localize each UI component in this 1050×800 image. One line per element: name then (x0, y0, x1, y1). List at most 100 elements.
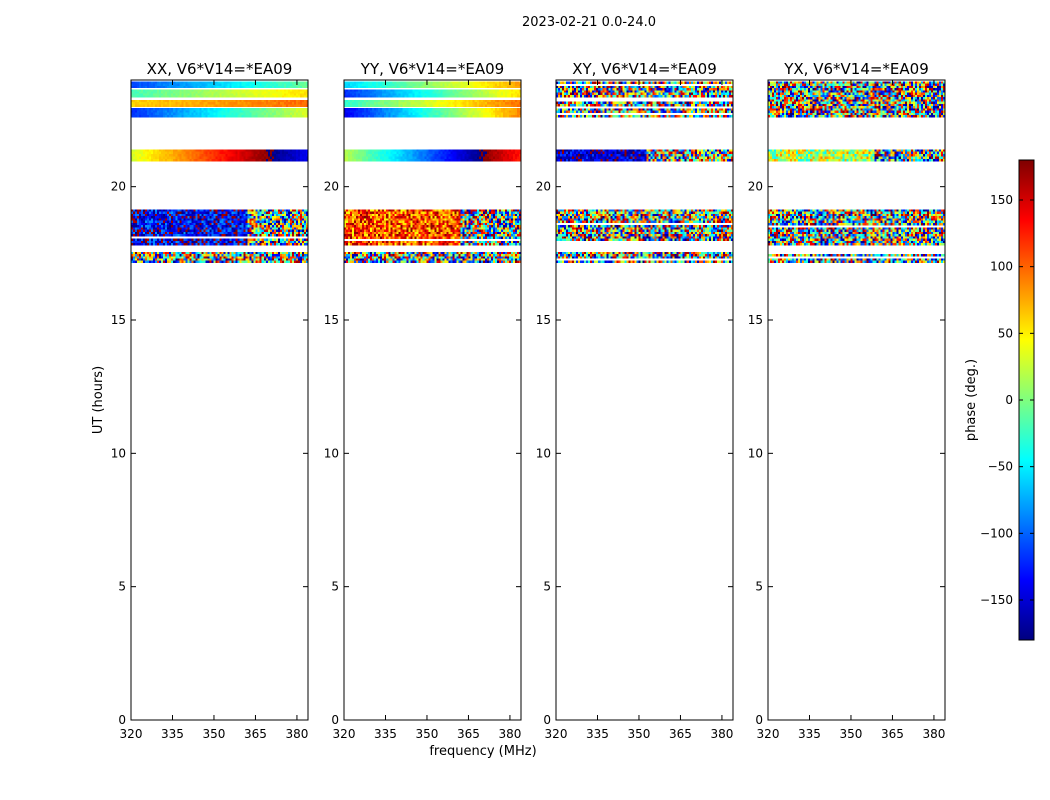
heatmap-cell (287, 95, 291, 98)
heatmap-cell (406, 209, 409, 212)
heatmap-cell (506, 211, 510, 215)
heatmap-cell (183, 216, 186, 219)
heatmap-cell (484, 260, 488, 263)
heatmap-cell (141, 254, 144, 257)
heatmap-cell (356, 222, 359, 226)
heatmap-cell (207, 240, 210, 244)
heatmap-cell (227, 100, 230, 103)
heatmap-cell (155, 151, 158, 155)
heatmap-cell (243, 108, 246, 111)
heatmap-cell (203, 95, 206, 98)
heatmap-cell (466, 220, 469, 224)
heatmap-cell (287, 222, 291, 226)
heatmap-cell (275, 85, 279, 89)
heatmap-cell (275, 115, 279, 118)
heatmap-cell (275, 104, 279, 107)
heatmap-cell (251, 211, 254, 215)
heatmap-cell (151, 115, 154, 118)
heatmap-cell (215, 102, 218, 105)
heatmap-cell (147, 112, 150, 116)
heatmap-cell (143, 238, 146, 242)
heatmap-cell (181, 115, 184, 118)
heatmap-cell (223, 151, 226, 155)
heatmap-cell (151, 108, 154, 111)
heatmap-cell (163, 89, 166, 92)
heatmap-cell (247, 254, 250, 257)
heatmap-cell (203, 220, 206, 224)
heatmap-cell (400, 254, 403, 257)
heatmap-cell (231, 220, 234, 224)
heatmap-cell (285, 240, 289, 244)
heatmap-cell (257, 258, 261, 261)
heatmap-cell (225, 108, 228, 111)
heatmap-cell (243, 252, 246, 255)
heatmap-cell (424, 209, 427, 212)
heatmap-cell (297, 110, 301, 113)
heatmap-cell (366, 209, 369, 212)
heatmap-cell (167, 83, 170, 86)
heatmap-cell (516, 252, 520, 255)
heatmap-cell (263, 151, 267, 155)
heatmap-cell (225, 252, 228, 255)
heatmap-cell (468, 225, 472, 228)
heatmap-cell (514, 256, 518, 259)
heatmap-cell (239, 227, 242, 230)
heatmap-cell (269, 154, 273, 157)
heatmap-cell (275, 81, 279, 84)
heatmap-cell (271, 252, 275, 255)
heatmap-cell (277, 222, 281, 226)
heatmap-cell (175, 83, 178, 86)
heatmap-cell (187, 115, 190, 118)
heatmap-cell (197, 112, 200, 116)
heatmap-cell (159, 91, 162, 94)
heatmap-cell (229, 222, 232, 226)
heatmap-cell (147, 91, 150, 94)
heatmap-cell (402, 260, 405, 263)
heatmap-cell (281, 213, 285, 217)
heatmap-cell (239, 154, 242, 157)
heatmap-cell (287, 110, 291, 113)
heatmap-cell (191, 83, 194, 86)
heatmap-cell (175, 102, 178, 105)
heatmap-cell (231, 243, 234, 246)
heatmap-cell (137, 83, 140, 86)
heatmap-cell (177, 83, 180, 86)
heatmap-cell (231, 225, 234, 228)
heatmap-cell (181, 225, 184, 228)
heatmap-cell (303, 93, 307, 96)
heatmap-cell (163, 256, 166, 259)
heatmap-cell (410, 218, 413, 221)
heatmap-cell (478, 234, 482, 237)
heatmap-cell (285, 231, 289, 235)
heatmap-cell (275, 225, 279, 228)
heatmap-cell (283, 81, 287, 84)
heatmap-cell (456, 222, 459, 226)
heatmap-cell (155, 156, 158, 160)
heatmap-cell (131, 238, 134, 242)
heatmap-cell (233, 220, 236, 224)
heatmap-cell (271, 83, 275, 86)
heatmap-cell (237, 115, 240, 118)
heatmap-cell (187, 218, 190, 221)
heatmap-cell (287, 240, 291, 244)
heatmap-cell (223, 115, 226, 118)
heatmap-cell (137, 231, 140, 235)
heatmap-cell (269, 108, 273, 111)
heatmap-cell (356, 229, 359, 233)
heatmap-cell (299, 222, 303, 226)
heatmap-cell (376, 229, 379, 233)
heatmap-cell (293, 225, 297, 228)
heatmap-cell (488, 256, 492, 259)
heatmap-cell (452, 225, 455, 228)
heatmap-cell (183, 234, 186, 237)
heatmap-cell (398, 260, 401, 263)
heatmap-cell (259, 225, 263, 228)
heatmap-cell (193, 254, 196, 257)
heatmap-cell (171, 227, 174, 230)
heatmap-cell (209, 100, 212, 103)
heatmap-cell (508, 213, 512, 217)
heatmap-cell (424, 216, 427, 219)
heatmap-cell (159, 151, 162, 155)
heatmap-cell (450, 213, 453, 217)
heatmap-cell (177, 220, 180, 224)
